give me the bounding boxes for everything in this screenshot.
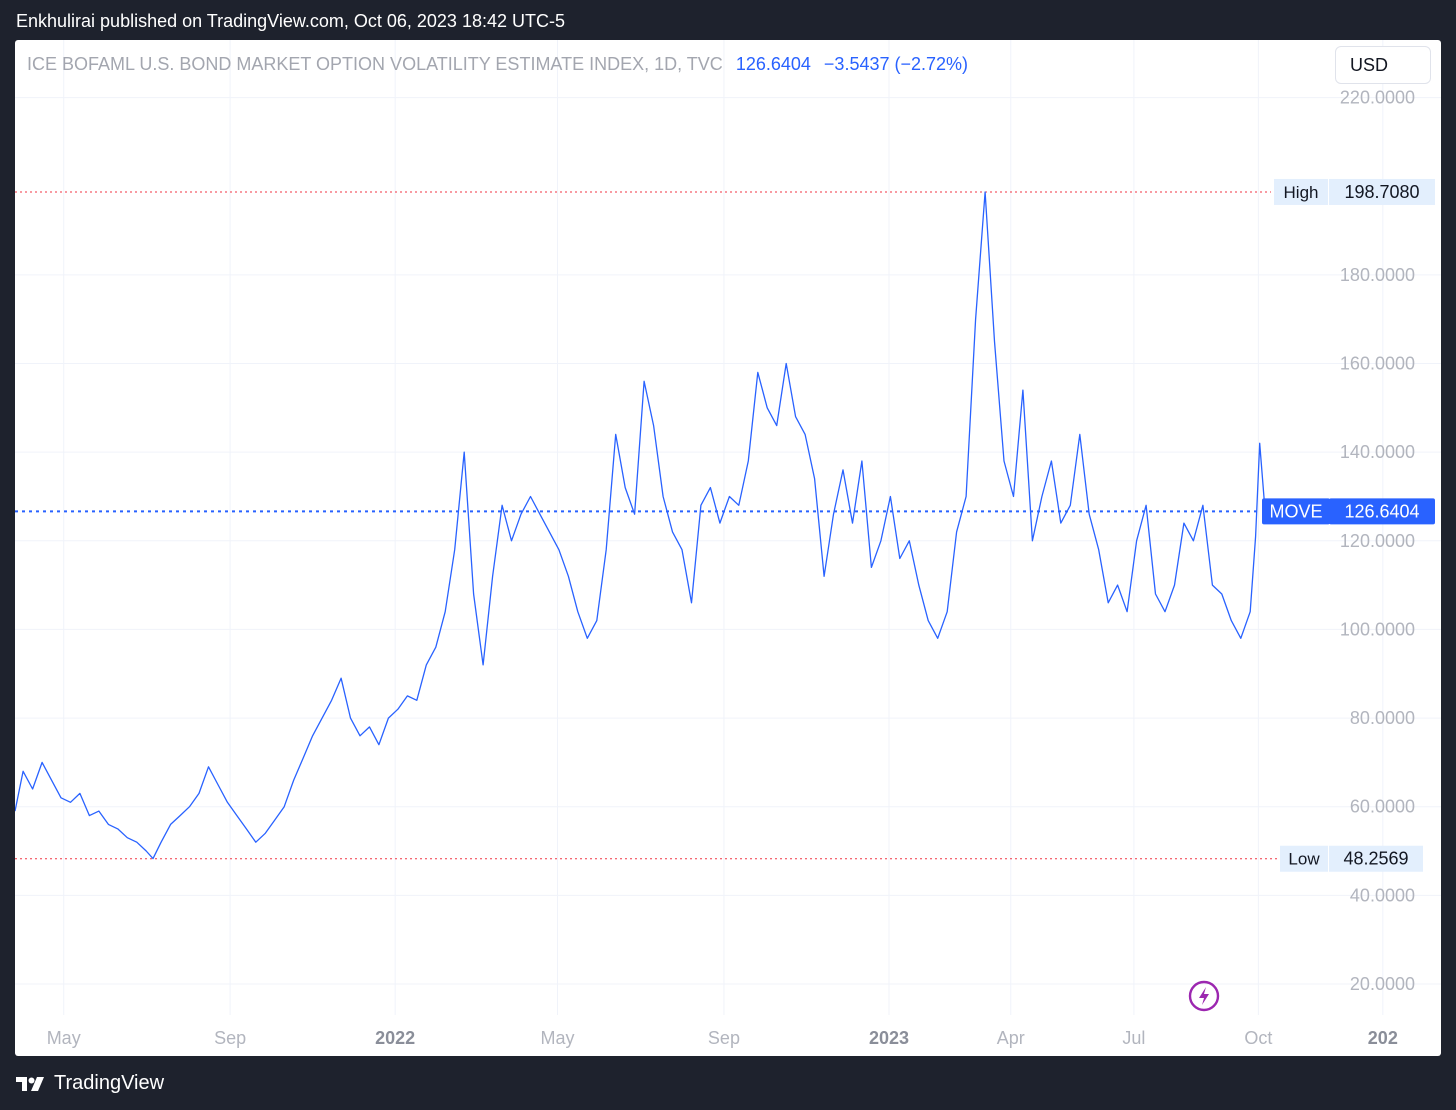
currency-selector[interactable]: USD [1335, 46, 1431, 84]
price-axis: 220.0000 180.0000 160.0000 140.0000 120.0000… [1340, 88, 1415, 994]
high-value: 198.7080 [1344, 182, 1419, 202]
y-tick-label: 40.0000 [1350, 885, 1415, 905]
legend-last: 126.6404 [735, 54, 811, 74]
y-tick-label: 20.0000 [1350, 974, 1415, 994]
time-axis: May Sep 2022 May Sep 2023 Apr Jul Oct 202 [47, 1028, 1398, 1048]
high-marker: High 198.7080 [1274, 178, 1435, 205]
y-tick-label: 100.0000 [1340, 619, 1415, 639]
chart-legend: ICE BOFAML U.S. BOND MARKET OPTION VOLAT… [27, 54, 968, 75]
low-label-badge [1280, 845, 1328, 872]
y-tick-label: 80.0000 [1350, 708, 1415, 728]
last-price-marker: MOVE 126.6404 [1262, 498, 1435, 525]
published-header: Enkhulirai published on TradingView.com,… [16, 11, 565, 31]
x-tick-label: Sep [708, 1028, 740, 1048]
y-tick-label: 140.0000 [1340, 442, 1415, 462]
legend-change: −3.5437 (−2.72%) [823, 54, 969, 74]
x-tick-label: Sep [214, 1028, 246, 1048]
x-tick-label: 202 [1368, 1028, 1398, 1048]
high-low-lines [15, 191, 1277, 860]
y-tick-label: 180.0000 [1340, 265, 1415, 285]
x-tick-label: 2022 [375, 1028, 415, 1048]
chart-panel[interactable]: 220.0000 180.0000 160.0000 140.0000 120.0000… [15, 40, 1441, 1056]
x-tick-label: Oct [1244, 1028, 1272, 1048]
x-tick-label: Jul [1122, 1028, 1145, 1048]
grid-lines [15, 40, 1441, 1015]
move-series-line [15, 191, 1266, 860]
y-tick-label: 220.0000 [1340, 88, 1415, 108]
high-label-badge [1274, 178, 1328, 205]
last-symbol-badge [1262, 498, 1330, 525]
price-chart[interactable]: 220.0000 180.0000 160.0000 140.0000 120.0000… [15, 40, 1441, 1056]
x-tick-label: 2023 [869, 1028, 909, 1048]
y-tick-label: 120.0000 [1340, 531, 1415, 551]
lightning-circle-icon[interactable] [1188, 980, 1220, 1012]
y-tick-label: 60.0000 [1350, 797, 1415, 817]
low-marker: Low 48.2569 [1280, 845, 1423, 872]
legend-symbol: ICE BOFAML U.S. BOND MARKET OPTION VOLAT… [27, 54, 723, 74]
high-value-badge [1329, 178, 1435, 205]
x-tick-label: May [541, 1028, 575, 1048]
last-value-label: 126.6404 [1344, 501, 1419, 521]
x-tick-label: Apr [997, 1028, 1025, 1048]
high-label: High [1284, 183, 1319, 202]
low-label: Low [1288, 850, 1320, 869]
low-value: 48.2569 [1343, 849, 1408, 869]
last-value-badge [1329, 498, 1435, 525]
last-symbol-label: MOVE [1269, 501, 1322, 521]
tradingview-brand-text: TradingView [54, 1072, 165, 1094]
low-value-badge [1329, 845, 1423, 872]
y-tick-label: 160.0000 [1340, 354, 1415, 374]
tradingview-logo-icon [16, 1076, 44, 1091]
x-tick-label: May [47, 1028, 81, 1048]
tradingview-brand[interactable]: TradingView [16, 1072, 164, 1095]
